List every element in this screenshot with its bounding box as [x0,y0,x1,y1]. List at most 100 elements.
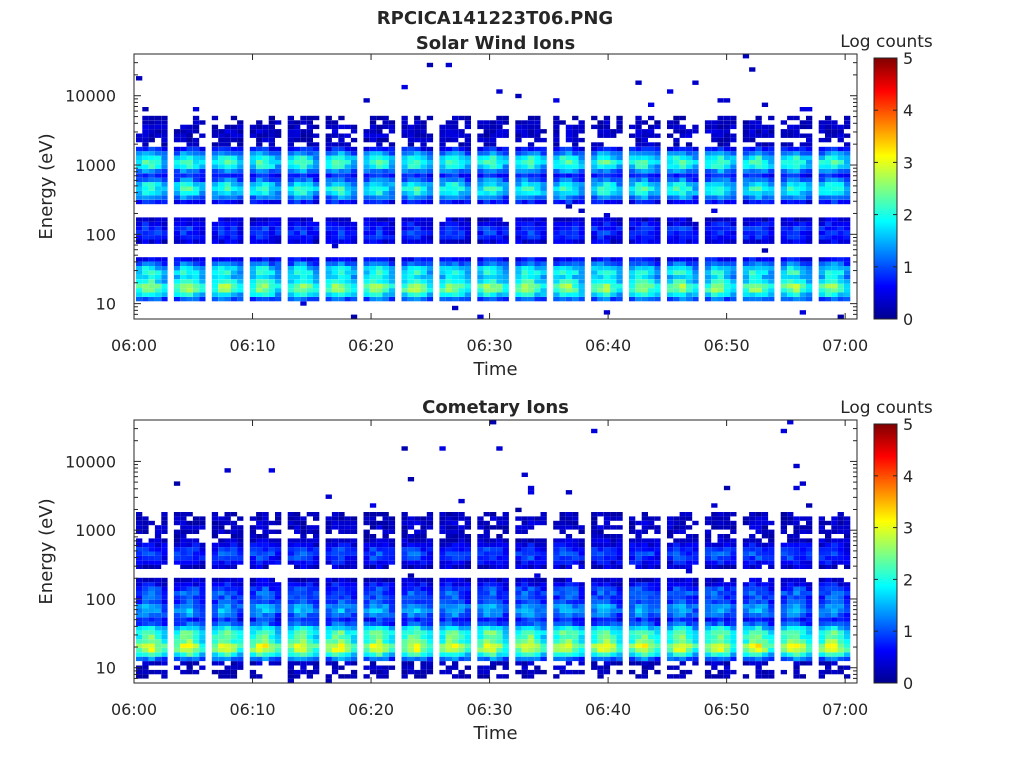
heatmap-cell [837,146,844,152]
heatmap-cell [230,195,238,200]
heatmap-cell [142,283,149,289]
heatmap-cell [186,560,193,565]
heatmap-cell [338,665,345,670]
heatmap-cell [610,182,617,187]
heatmap-cell [180,257,187,262]
heatmap-cell [230,239,238,244]
heatmap-cell [654,164,661,169]
heatmap-cell [565,217,573,222]
heatmap-cell [837,199,844,205]
heatmap-cell [749,129,756,134]
heatmap-cell [294,547,301,552]
heatmap-cell [363,643,370,648]
heatmap-cell [338,604,345,609]
heatmap-cell [439,599,446,605]
heatmap-cell [262,235,269,240]
heatmap-cell [376,652,383,657]
heatmap-cell [496,564,503,569]
heatmap-cell [521,155,528,160]
heatmap-cell [679,296,686,302]
heatmap-cell [559,261,566,266]
heatmap-cell [768,292,775,297]
heatmap-cell [603,283,611,289]
heatmap-cell [742,195,750,200]
heatmap-cell [224,151,231,156]
heatmap-cell [483,595,490,600]
heatmap-cell [452,120,459,125]
heatmap-cell [483,226,490,231]
heatmap-cell [452,555,459,561]
heatmap-cell [256,235,263,240]
heatmap-cell [452,621,459,626]
heatmap-cell [420,529,427,534]
heatmap-cell [376,621,383,626]
heatmap-cell [667,190,674,196]
heatmap-cell [262,582,269,587]
heatmap-cell [837,186,844,191]
heatmap-cell [161,160,168,165]
heatmap-cell [458,296,465,302]
heatmap-cell [376,542,383,548]
heatmap-cell [692,239,699,244]
heatmap-cell [313,661,320,666]
heatmap-cell [142,173,149,178]
heatmap-cell [376,599,383,605]
heatmap-cell [685,239,693,244]
heatmap-cell [306,599,313,605]
heatmap-cell [230,129,238,134]
heatmap-cell [230,270,238,275]
heatmap-cell [173,520,181,526]
heatmap-cell [483,560,490,565]
heatmap-cell [793,151,800,156]
heatmap-cell [490,288,497,293]
heatmap-cell [477,608,484,613]
heatmap-cell [369,626,377,631]
heatmap-cell [369,177,377,183]
heatmap-cell [136,538,143,543]
heatmap-cell [527,230,535,236]
heatmap-cell [142,292,149,297]
heatmap-cell [363,283,370,289]
heatmap-cell [344,617,351,622]
heatmap-cell [388,582,396,587]
heatmap-cell [369,292,377,297]
heatmap-cell [230,639,238,644]
heatmap-cell [458,182,465,187]
heatmap-cell [445,577,452,583]
heatmap-cell [654,182,661,187]
heatmap-cell [350,270,358,275]
heatmap-cell [490,612,497,618]
heatmap-cell [723,186,731,191]
heatmap-cell [180,230,187,236]
heatmap-cell [483,525,490,530]
heatmap-cell [388,199,396,205]
heatmap-cell [407,595,415,600]
heatmap-cell [268,617,275,622]
heatmap-cell [154,542,162,548]
heatmap-cell [300,257,307,262]
heatmap-cell [407,555,415,561]
heatmap-cell [382,168,389,174]
heatmap-cell [275,647,282,653]
heatmap-cell [420,564,427,569]
heatmap-cell [673,190,680,196]
heatmap-cell [648,115,655,121]
heatmap-cell [780,142,787,147]
heatmap-cell [294,630,301,635]
heatmap-cell [521,186,528,191]
heatmap-cell [338,621,345,626]
heatmap-cell [654,266,661,271]
heatmap-cell [629,288,636,293]
heatmap-cell [173,534,181,539]
heatmap-cell [275,595,282,600]
heatmap-cell [641,217,648,222]
heatmap-cell [350,226,358,231]
heatmap-cell [180,599,187,605]
heatmap-cell [256,279,263,284]
heatmap-cell [369,230,377,236]
heatmap-cell [249,674,257,679]
heatmap-cell [502,239,509,244]
heatmap-cell [603,279,611,284]
heatmap-cell [294,274,301,280]
heatmap-cell [502,582,509,587]
